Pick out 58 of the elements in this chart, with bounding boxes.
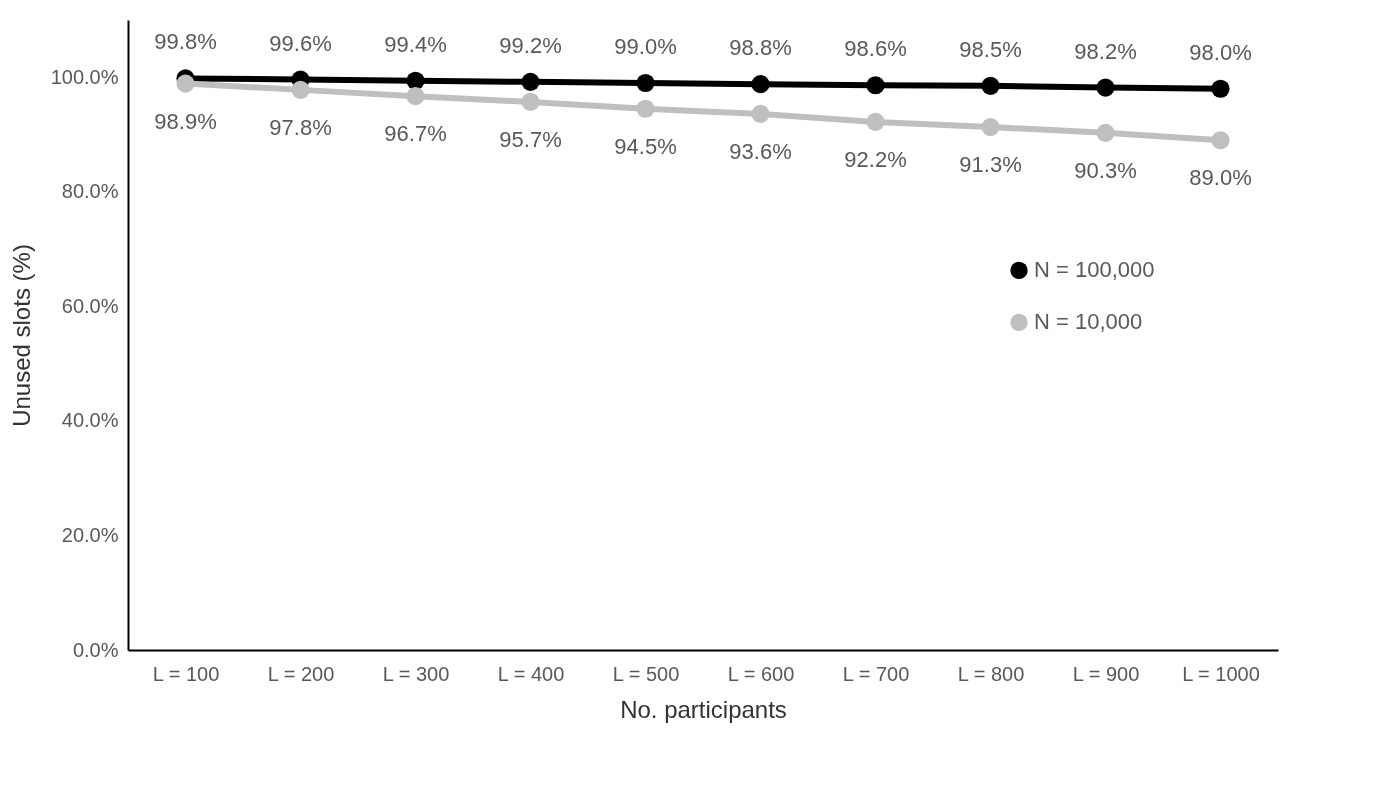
point bbox=[1211, 79, 1230, 98]
point bbox=[406, 87, 425, 106]
data-label: 98.8% bbox=[729, 35, 792, 61]
data-label: 98.5% bbox=[959, 36, 1022, 62]
x-tick-label: L = 400 bbox=[497, 662, 565, 685]
x-tick-label: L = 200 bbox=[267, 662, 335, 685]
legend-label: N = 100,000 bbox=[1034, 257, 1155, 283]
point bbox=[1096, 78, 1115, 97]
point bbox=[866, 112, 885, 132]
point bbox=[751, 75, 770, 94]
point bbox=[521, 72, 540, 91]
point bbox=[866, 76, 885, 95]
x-tick-label: L = 100 bbox=[152, 662, 220, 685]
data-label: 98.2% bbox=[1074, 38, 1137, 64]
data-label: 97.8% bbox=[269, 114, 332, 140]
y-tick-label: 40.0% bbox=[61, 409, 119, 432]
x-tick-label: L = 800 bbox=[957, 662, 1025, 685]
data-label: 92.2% bbox=[844, 146, 907, 172]
data-label: 99.4% bbox=[384, 31, 447, 57]
data-label: 99.2% bbox=[499, 32, 562, 58]
y-tick-label: 0.0% bbox=[72, 638, 119, 661]
x-tick-label: L = 600 bbox=[727, 662, 795, 685]
y-tick-label: 60.0% bbox=[61, 294, 119, 317]
point bbox=[1211, 131, 1230, 150]
x-tick-label: L = 500 bbox=[612, 662, 680, 685]
x-tick-label: L = 700 bbox=[842, 662, 910, 685]
point bbox=[176, 74, 195, 93]
legend-label: N = 10,000 bbox=[1034, 309, 1143, 335]
data-label: 99.6% bbox=[269, 30, 332, 56]
data-label: 94.5% bbox=[614, 133, 677, 159]
point bbox=[981, 118, 1000, 137]
x-tick-label: L = 900 bbox=[1072, 662, 1140, 685]
y-tick-label: 20.0% bbox=[61, 523, 119, 546]
data-label: 93.6% bbox=[729, 138, 792, 164]
point bbox=[636, 99, 655, 118]
data-label: 89.0% bbox=[1189, 165, 1252, 191]
data-label: 99.0% bbox=[614, 34, 677, 59]
y-tick-label: 100.0% bbox=[50, 65, 119, 88]
y-axis-title: Unused slots (%) bbox=[7, 244, 35, 427]
point bbox=[636, 73, 655, 93]
y-tick-label: 80.0% bbox=[61, 180, 119, 203]
point bbox=[406, 71, 425, 90]
point bbox=[521, 92, 540, 111]
x-tick-label: L = 1000 bbox=[1182, 662, 1260, 685]
data-label: 96.7% bbox=[384, 121, 447, 147]
point bbox=[751, 104, 770, 123]
point bbox=[1096, 123, 1115, 142]
data-label: 98.0% bbox=[1189, 39, 1252, 65]
data-label: 98.9% bbox=[154, 108, 217, 134]
data-label: 91.3% bbox=[959, 152, 1022, 178]
data-label: 95.7% bbox=[499, 126, 562, 152]
point bbox=[981, 76, 1000, 95]
x-axis-title: No. participants bbox=[620, 695, 787, 723]
x-tick-label: L = 300 bbox=[382, 662, 450, 685]
data-label: 98.6% bbox=[844, 36, 907, 62]
point bbox=[291, 80, 310, 99]
data-label: 99.8% bbox=[154, 29, 217, 55]
data-label: 90.3% bbox=[1074, 157, 1137, 183]
